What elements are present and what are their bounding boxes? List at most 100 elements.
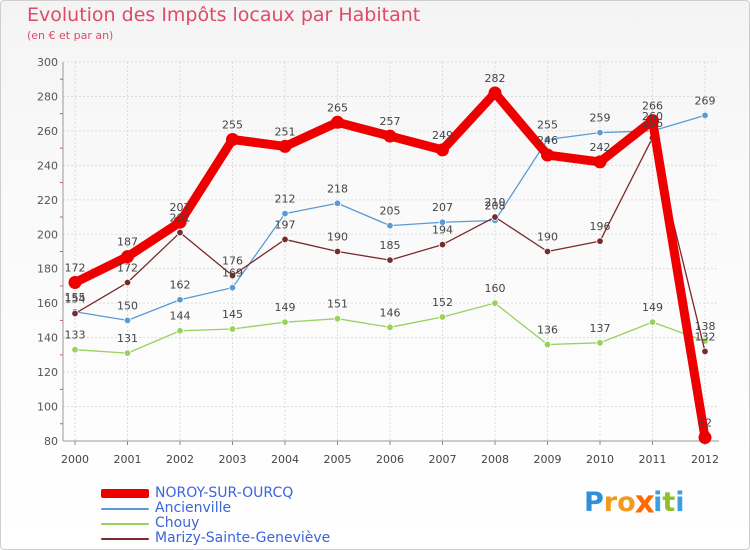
data-label: 172 [117,262,138,275]
data-point [331,115,344,129]
data-point [123,349,132,357]
data-label: 196 [590,220,611,233]
data-point [333,314,342,323]
logo-letter: i [653,487,663,518]
y-tick-label: 280 [37,90,58,103]
data-label: 212 [275,193,296,206]
legend-label: Marizy-Sainte-Geneviève [155,530,331,546]
y-tick-label: 160 [37,297,58,310]
data-point [228,325,237,333]
x-tick-label: 2008 [481,453,509,466]
y-tick-label: 120 [37,366,58,379]
data-point [71,345,79,354]
legend-swatch [101,489,149,498]
data-label: 133 [65,329,86,342]
data-label: 169 [222,267,243,280]
data-point [176,228,184,237]
data-point [436,143,449,157]
data-point [386,323,394,331]
data-point [226,133,239,147]
data-label: 194 [432,224,453,237]
data-point [543,135,552,144]
data-point [596,237,604,245]
data-label: 265 [327,101,348,114]
data-label: 242 [590,141,611,154]
logo-letter: r [603,487,618,518]
data-label: 207 [432,201,453,214]
legend-swatch [101,522,149,525]
data-label: 257 [380,115,401,128]
x-tick-label: 2002 [166,453,194,466]
data-label: 145 [222,308,243,321]
data-point [386,256,394,264]
data-point [176,296,184,304]
data-label: 144 [170,310,191,323]
data-point [333,247,342,256]
data-label: 246 [537,134,558,147]
data-point [491,299,499,307]
data-label: 256 [642,117,663,130]
data-point [438,313,447,321]
data-point [541,148,554,162]
data-label: 269 [695,94,716,107]
proxiti-logo: Proxiti [584,484,685,521]
chart-subtitle: (en € et par an) [27,29,114,42]
data-point [438,240,447,249]
data-label: 149 [642,301,663,314]
data-label: 149 [275,301,296,314]
data-point [228,283,237,292]
series-lines [68,86,712,445]
data-label: 190 [327,231,348,244]
x-tick-label: 2001 [114,453,142,466]
x-tick-label: 2007 [429,453,457,466]
data-label: 266 [642,100,663,113]
data-labels: 172 187 207 255 251 265 257 249 282 246 242 266 82 15… [65,72,716,430]
x-tick-label: 2011 [639,453,667,466]
data-point [646,114,659,128]
data-point [701,347,709,356]
data-point [123,316,132,325]
data-label: 136 [537,324,558,337]
logo-letter: x [634,484,655,521]
data-point [281,318,289,326]
data-label: 260 [642,110,663,123]
grid-lines [63,61,719,442]
data-label: 255 [222,119,243,132]
y-tick-label: 140 [37,332,58,345]
data-label: 172 [65,262,86,275]
data-point [281,235,289,244]
y-tick-label: 300 [37,56,58,69]
data-label: 255 [537,119,558,132]
y-tick-label: 220 [37,194,58,207]
data-point [543,340,552,349]
data-label: 155 [65,291,86,304]
data-label: 187 [117,236,138,249]
logo-letter: i [675,487,685,518]
data-point [71,309,79,318]
legend-label: NOROY-SUR-OURCQ [155,485,294,501]
x-tick-label: 2003 [219,453,247,466]
legend-item: Marizy-Sainte-Geneviève [101,531,330,546]
data-point [173,215,187,229]
data-label: 152 [432,296,453,309]
data-point [596,339,604,347]
x-tick-label: 2006 [376,453,404,466]
data-label: 146 [380,306,401,319]
data-point [281,209,289,218]
data-label: 259 [590,112,611,125]
y-tick-label: 100 [37,401,58,414]
data-label: 205 [380,205,401,218]
data-point [278,139,292,153]
data-label: 176 [222,255,243,268]
tick-labels: 80 100 120 140 160 180 200 220 240 260 280 300 2000 2… [37,56,719,466]
data-label: 154 [65,293,86,306]
data-label: 151 [327,298,348,311]
legend-item: NOROY-SUR-OURCQ [101,486,330,501]
data-label: 249 [432,129,453,142]
data-point [488,86,502,100]
y-tick-label: 80 [44,435,58,448]
legend-label: Ancienville [155,500,232,516]
data-point [648,318,657,326]
y-tick-label: 200 [37,228,58,241]
